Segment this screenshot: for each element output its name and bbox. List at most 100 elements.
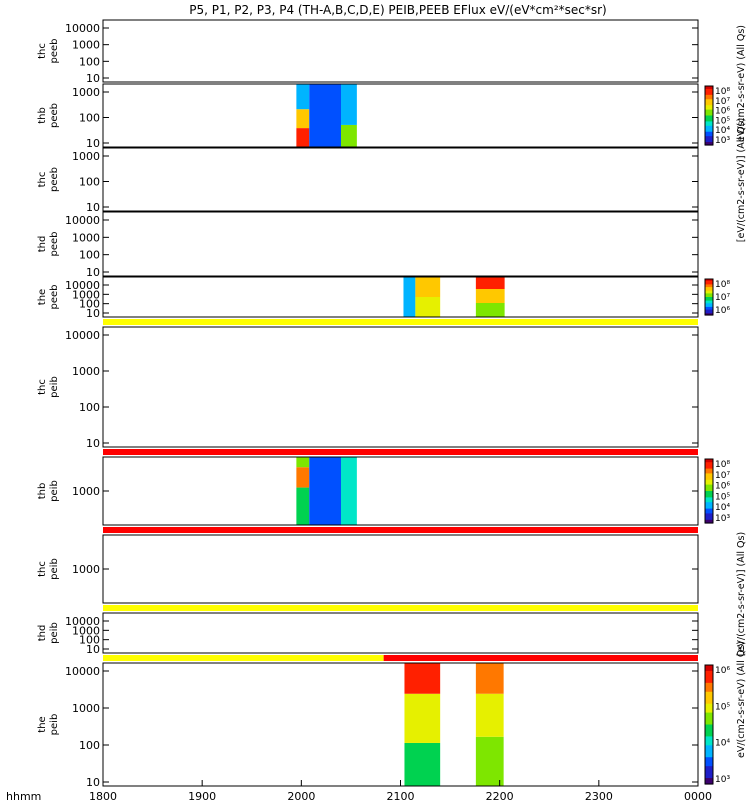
- colorbar-swatch: [705, 515, 713, 518]
- colorbar-swatch: [705, 460, 713, 463]
- colorbar-swatch: [705, 105, 713, 108]
- colorbar-swatch: [705, 131, 713, 134]
- colorbar-swatch: [705, 309, 713, 312]
- panel-label-probe: the: [37, 289, 48, 305]
- spectrogram-cell: [415, 297, 441, 317]
- quality-bars: [103, 319, 698, 661]
- colorbar-unit-label: eV/(cm2-s-sr-eV) (All Qs): [736, 25, 747, 142]
- colorbar-frame: [704, 664, 714, 785]
- colorbar-swatch: [705, 106, 713, 109]
- panel-frame: [102, 534, 699, 604]
- y-tick-label: 100: [79, 401, 100, 414]
- colorbar-swatch: [705, 494, 713, 497]
- panel-label-probe: thc: [37, 172, 48, 188]
- colorbar-swatch: [705, 284, 713, 286]
- panel-2: 1000 100 10 thc peeb: [37, 147, 699, 214]
- colorbar-tick-label: 10³: [715, 775, 730, 785]
- y-tick-label: 10: [86, 776, 100, 789]
- colorbar-swatch: [705, 691, 713, 696]
- colorbar-swatch: [705, 489, 713, 492]
- colorbar-swatch: [705, 310, 713, 312]
- colorbar-swatch: [705, 118, 713, 121]
- colorbar-side-labels: eV/(cm2-s-sr-eV) (All Qs)[eV/(cm2-s-sr-e…: [736, 25, 747, 758]
- time-axis: 1800190020002100220023000000Apr 18Apr 19…: [6, 780, 712, 800]
- panel-label-product: peib: [49, 714, 60, 736]
- colorbar-swatch: [705, 291, 713, 294]
- colorbar-swatch: [705, 100, 713, 103]
- panel-1: 1000 100 10 thb peeb: [37, 83, 699, 150]
- colorbar-swatch: [705, 468, 713, 471]
- colorbar-swatch: [705, 304, 713, 306]
- colorbar-tick-label: 10⁸: [715, 460, 730, 470]
- colorbar-swatch: [705, 311, 713, 313]
- colorbar-swatch: [705, 308, 713, 311]
- colorbar-swatch: [705, 111, 713, 114]
- panel-frame: [102, 19, 699, 83]
- y-tick-label: 10000: [65, 279, 100, 292]
- colorbar-swatch: [705, 298, 713, 301]
- y-tick-label: 100: [79, 298, 100, 311]
- colorbar-swatch: [705, 140, 713, 143]
- spectrogram-cell: [296, 84, 310, 110]
- colorbar-swatch: [705, 751, 713, 755]
- panel-5: 10000 1000 100 10 thc peib: [37, 326, 699, 450]
- panel-frame: [102, 326, 699, 448]
- spectrogram-cell: [296, 467, 310, 488]
- spectrogram-cell: [296, 128, 310, 147]
- colorbar-swatch: [705, 499, 713, 502]
- colorbar-swatch: [705, 727, 713, 732]
- colorbar-tick-label: 10⁶: [715, 107, 730, 117]
- spectrogram-cell: [341, 124, 357, 147]
- quality-flag-bar: [383, 655, 698, 661]
- colorbar-swatch: [705, 745, 713, 749]
- y-tick-label: 1000: [72, 288, 100, 301]
- colorbar-swatch: [705, 739, 713, 743]
- colorbar-unit-label: eV/(cm2-s-sr-eV) (All Qs): [736, 641, 747, 758]
- colorbar-swatch: [705, 465, 713, 468]
- colorbar-swatch: [705, 91, 713, 94]
- colorbar-swatch: [705, 492, 713, 495]
- colorbar-swatch: [705, 114, 713, 117]
- colorbar-swatch: [705, 697, 713, 702]
- colorbar-swatch: [705, 99, 713, 102]
- x-tick-label: 2100: [387, 790, 415, 800]
- colorbar-swatch: [705, 280, 713, 283]
- y-tick-label: 1000: [72, 485, 100, 498]
- panel-label-probe: thc: [37, 561, 48, 577]
- panel-label-product: peib: [49, 622, 60, 644]
- colorbar-swatch: [705, 119, 713, 122]
- colorbar-swatch: [705, 125, 713, 128]
- colorbar-swatch: [705, 703, 713, 708]
- colorbar-tick-label: 10⁵: [715, 702, 730, 712]
- colorbar-swatch: [705, 757, 713, 761]
- spectrogram-cell: [475, 663, 504, 694]
- panel-label-probe: thb: [37, 107, 48, 124]
- colorbar-swatch: [705, 694, 713, 699]
- colorbar-swatch: [705, 510, 713, 513]
- colorbar-swatch: [705, 505, 713, 508]
- colorbar-swatch: [705, 93, 713, 96]
- colorbar-tick-label: 10⁸: [715, 87, 730, 97]
- spectrogram-cell: [475, 277, 505, 289]
- y-tick-label: 1000: [72, 702, 100, 715]
- colorbar-tick-label: 10⁸: [715, 280, 730, 290]
- colorbar-swatch: [705, 700, 713, 705]
- colorbar-tick-label: 10⁷: [715, 471, 730, 481]
- colorbar-swatch: [705, 481, 713, 484]
- colorbar-swatch: [705, 497, 713, 500]
- colorbar-swatch: [705, 724, 713, 729]
- colorbar-swatch: [705, 742, 713, 746]
- colorbar-swatch: [705, 313, 713, 315]
- y-tick-label: 10000: [65, 665, 100, 678]
- colorbar-swatch: [705, 667, 713, 672]
- colorbar-swatch: [705, 721, 713, 726]
- y-tick-label: 1000: [72, 231, 100, 244]
- colorbar-swatch: [705, 772, 713, 776]
- colorbar-swatch: [705, 303, 713, 305]
- colorbar-swatch: [705, 471, 713, 474]
- colorbar-swatch: [705, 127, 713, 130]
- panel-3: 10000 1000 100 10 thd peeb: [37, 211, 699, 279]
- colorbar-swatch: [705, 476, 713, 479]
